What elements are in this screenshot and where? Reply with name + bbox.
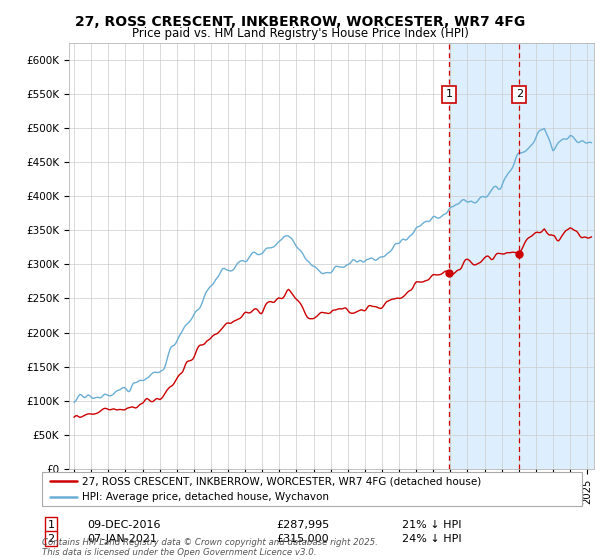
Text: 07-JAN-2021: 07-JAN-2021 (87, 534, 157, 544)
Text: Contains HM Land Registry data © Crown copyright and database right 2025.
This d: Contains HM Land Registry data © Crown c… (42, 538, 378, 557)
Text: 09-DEC-2016: 09-DEC-2016 (87, 520, 161, 530)
Text: 2: 2 (47, 534, 55, 544)
Text: HPI: Average price, detached house, Wychavon: HPI: Average price, detached house, Wych… (83, 492, 329, 502)
Bar (449, 43, 600, 469)
Text: 1: 1 (446, 89, 453, 99)
Text: 21% ↓ HPI: 21% ↓ HPI (402, 520, 461, 530)
Text: 27, ROSS CRESCENT, INKBERROW, WORCESTER, WR7 4FG (detached house): 27, ROSS CRESCENT, INKBERROW, WORCESTER,… (83, 476, 482, 486)
Text: 2: 2 (516, 89, 523, 99)
Text: 24% ↓ HPI: 24% ↓ HPI (402, 534, 461, 544)
Text: £287,995: £287,995 (276, 520, 329, 530)
Text: 27, ROSS CRESCENT, INKBERROW, WORCESTER, WR7 4FG: 27, ROSS CRESCENT, INKBERROW, WORCESTER,… (75, 15, 525, 29)
Text: 1: 1 (47, 520, 55, 530)
Text: £315,000: £315,000 (276, 534, 329, 544)
Text: Price paid vs. HM Land Registry's House Price Index (HPI): Price paid vs. HM Land Registry's House … (131, 27, 469, 40)
